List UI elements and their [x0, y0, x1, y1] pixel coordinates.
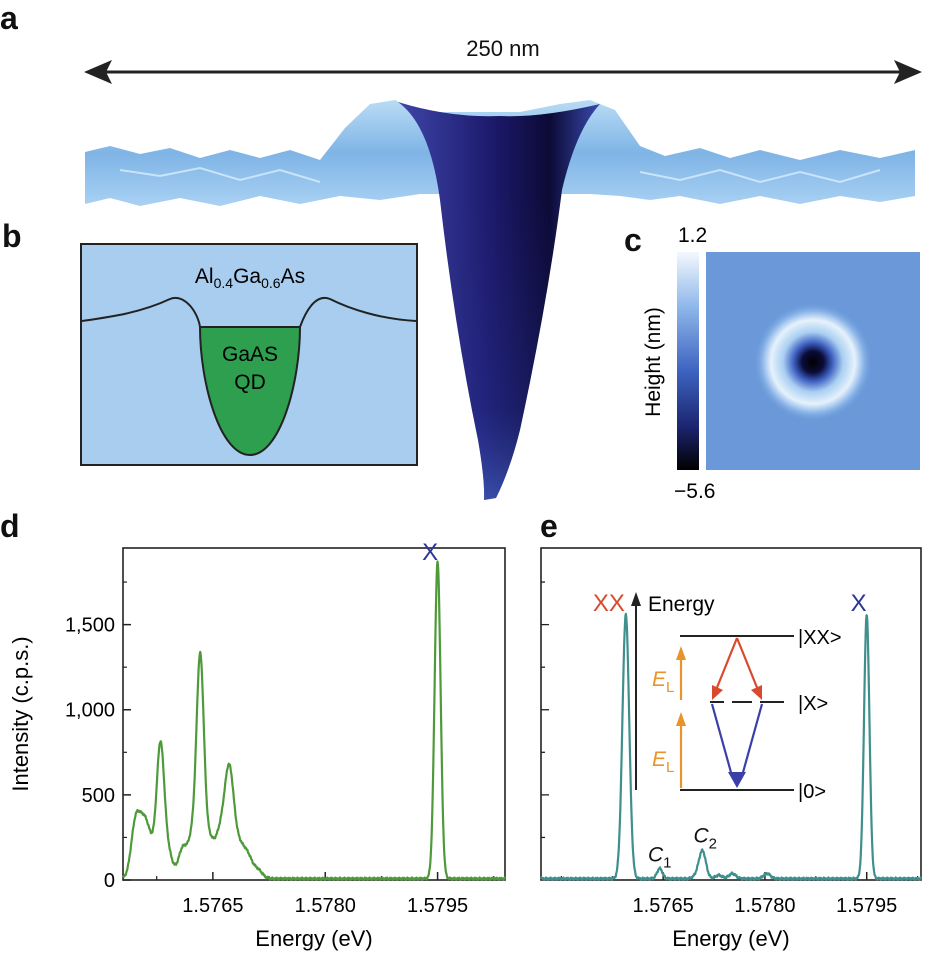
y-tick-label: 1,000 [65, 700, 115, 722]
level-0-label: |0> [798, 781, 826, 803]
peak-annotation: C2 [693, 825, 717, 853]
annotation-main: X [851, 590, 867, 617]
spectrum-line [540, 612, 922, 881]
interface-line [81, 296, 417, 328]
peak-annotation: XX [593, 590, 625, 617]
xx-decay-left [714, 637, 739, 691]
laser-energy-sub: L [666, 679, 674, 696]
level-x-label: |X> [798, 693, 828, 715]
colorbar-min: −5.6 [674, 480, 715, 503]
panel-letter-c: c [624, 222, 642, 258]
peak-annotation: X [851, 590, 867, 617]
annotation-sub: 1 [663, 854, 671, 871]
x-axis-label: Energy (eV) [672, 926, 789, 951]
laser-arrowhead-lower [676, 712, 686, 726]
x-decay-right [740, 703, 764, 777]
scale-arrow-right-head [894, 60, 922, 84]
matrix-label: Al0.4Ga0.6As [195, 265, 305, 291]
x-decay-left [710, 703, 734, 777]
y-tick-label: 1,500 [65, 615, 115, 637]
scale-arrow-left-head [84, 60, 112, 84]
x-axis-label: Energy (eV) [255, 926, 372, 951]
x-tick-label: 1.5795 [407, 895, 468, 917]
panel-letter-b: b [2, 218, 22, 254]
spectrum-line [121, 560, 506, 881]
peak-annotation: X [422, 540, 438, 566]
colorbar [677, 252, 699, 470]
xx-decay-right-head [751, 685, 762, 700]
annotation-sub: 2 [709, 836, 717, 853]
panel-letter-e: e [540, 508, 558, 544]
laser-energy-label: EL [652, 668, 674, 696]
panel-letter-d: d [0, 508, 20, 544]
laser-energy-main: E [652, 748, 667, 771]
scale-label: 250 nm [466, 36, 539, 61]
annotation-main: C [693, 825, 709, 848]
dot-label-line1: GaAS [222, 343, 278, 366]
panel-a-surface: 250 nm [84, 36, 922, 500]
laser-energy-sub: L [666, 759, 674, 776]
xx-decay-right [735, 637, 760, 691]
plot-frame [122, 547, 506, 881]
y-axis-label: Intensity (c.p.s.) [8, 636, 33, 791]
y-tick-label: 0 [104, 870, 115, 892]
peak-annotation: C1 [648, 843, 672, 871]
laser-energy-label: EL [652, 748, 674, 776]
annotation-main: X [422, 540, 438, 566]
x-tick-label: 1.5780 [295, 895, 356, 917]
quantum-dot-shape [198, 326, 302, 457]
x-decay-head [728, 772, 746, 788]
colorbar-label: Height (nm) [642, 307, 665, 417]
xx-decay-left-head [712, 685, 723, 700]
panel-letter-a: a [0, 0, 18, 36]
energy-axis-arrowhead [631, 592, 641, 606]
chart-d: 1.5765 1.5780 1.5795 0 500 1,000 1,500 X Energy … [8, 540, 506, 951]
panel-c-afm: 1.2 −5.6 Height (nm) [642, 224, 920, 503]
laser-arrowhead-upper [676, 646, 686, 660]
plot-frame [540, 547, 922, 881]
dot-label-line2: QD [234, 371, 266, 394]
annotation-main: C [648, 843, 664, 866]
energy-axis-label: Energy [648, 593, 715, 616]
panel-b-schematic: Al0.4Ga0.6As GaAS QD [80, 243, 418, 466]
x-tick-label: 1.5795 [836, 895, 897, 917]
annotation-main: XX [593, 590, 625, 617]
x-tick-label: 1.5765 [633, 895, 694, 917]
afm-dot [753, 302, 873, 422]
y-tick-label: 500 [82, 785, 115, 807]
x-tick-label: 1.5780 [734, 895, 795, 917]
x-tick-label: 1.5765 [182, 895, 243, 917]
laser-energy-main: E [652, 668, 667, 691]
level-xx-label: |XX> [798, 627, 842, 649]
colorbar-max: 1.2 [678, 224, 707, 247]
